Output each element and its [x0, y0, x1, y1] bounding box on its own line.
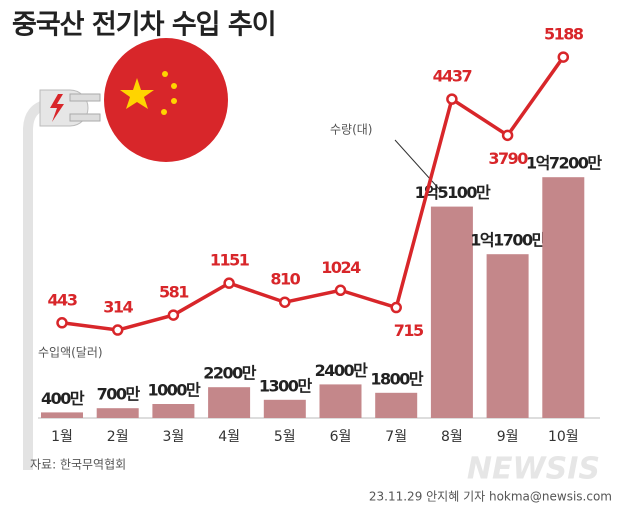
chart-title: 중국산 전기차 수입 추이 [12, 10, 276, 41]
line-value-label: 314 [103, 298, 133, 317]
line-value-label: 810 [270, 270, 300, 289]
series-label: 수입액(달러) [38, 346, 103, 360]
line-point [501, 129, 514, 142]
line-value-label: 4437 [433, 67, 472, 86]
line-point [56, 317, 68, 329]
line-point [446, 93, 458, 105]
leader-line [394, 139, 441, 191]
watermark: NEWSIS [467, 452, 600, 487]
bar [41, 412, 83, 418]
x-tick-label: 3월 [163, 429, 185, 445]
bar-value-label: 700만 [97, 385, 141, 404]
line-value-label: 5188 [544, 25, 584, 44]
line-value-label: 443 [48, 290, 77, 309]
bar [208, 387, 251, 418]
bar-value-label: 1억5100만 [415, 183, 491, 202]
x-tick-label: 9월 [497, 429, 519, 445]
bar-value-label: 1800만 [370, 369, 424, 388]
bar [319, 384, 362, 418]
bar [152, 404, 195, 418]
line-value-label: 715 [394, 321, 424, 340]
illustration [21, 38, 228, 470]
line-point [557, 51, 570, 63]
bar [430, 206, 473, 418]
line-point [334, 284, 347, 297]
bar [486, 254, 529, 418]
bar-value-label: 2200만 [203, 364, 257, 383]
bar-value-label: 1억7200만 [526, 154, 602, 173]
x-tick-label: 2월 [107, 429, 129, 445]
series-label: 수량(대) [330, 123, 372, 137]
x-tick-label: 4월 [218, 429, 240, 445]
line-point [111, 324, 124, 336]
bar-value-label: 2400만 [315, 361, 369, 380]
source: 자료: 한국무역협회 [30, 458, 126, 472]
x-tick-label: 8월 [441, 429, 463, 445]
x-tick-label: 5월 [274, 429, 296, 445]
line-value-label: 1024 [321, 258, 361, 277]
bar [542, 177, 585, 418]
bar-value-label: 1억1700만 [470, 231, 546, 250]
bar-value-label: 400만 [41, 389, 85, 408]
x-tick-label: 1월 [51, 429, 73, 445]
line-value-label: 1151 [210, 251, 250, 270]
line [61, 56, 565, 332]
line-point [279, 296, 291, 308]
bar [96, 408, 139, 418]
x-tick-label: 6월 [330, 429, 352, 445]
bar [375, 392, 418, 418]
bar [263, 399, 306, 418]
bar-value-label: 1300만 [259, 376, 313, 395]
line-point [167, 309, 180, 321]
x-tick-label: 7월 [385, 429, 407, 445]
line-value-label: 3790 [488, 149, 528, 168]
line-value-label: 581 [159, 283, 189, 302]
credit: 23.11.29 안지혜 기자 hokma@newsis.com [369, 490, 612, 504]
line-point [390, 301, 402, 314]
x-tick-label: 10월 [548, 429, 579, 445]
line-point [223, 277, 235, 289]
bar-value-label: 1000만 [148, 381, 202, 400]
